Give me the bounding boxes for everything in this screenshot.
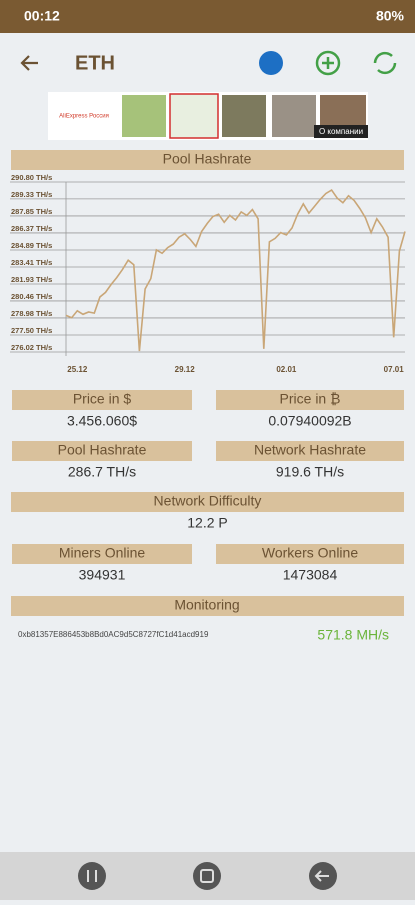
worker-hashrate: 571.8 MH/s	[317, 627, 389, 643]
x-tick-label: 25.12	[67, 365, 88, 374]
ad-image	[272, 95, 316, 137]
ad-image	[169, 93, 219, 139]
card-label: Network Difficulty	[154, 493, 262, 509]
stats: Price in $ 3.456.060$ Price in ₿ 0.07940092…	[11, 390, 404, 583]
card-header	[12, 544, 192, 564]
y-tick-label: 278.98 TH/s	[11, 309, 52, 318]
ad-link[interactable]: О компании	[319, 127, 363, 136]
card-label: Workers Online	[262, 545, 358, 561]
y-tick-label: 281.93 TH/s	[11, 275, 52, 284]
y-tick-label: 276.02 TH/s	[11, 343, 52, 352]
card-header	[11, 492, 404, 512]
add-icon-plus	[322, 57, 334, 69]
add-icon[interactable]	[315, 50, 341, 76]
card-label: Price in ₿	[280, 391, 341, 407]
card-value: 3.456.060$	[67, 413, 137, 429]
card-value: 12.2 P	[187, 515, 227, 531]
card-label: Price in $	[73, 391, 132, 407]
section-header	[11, 150, 404, 170]
nav-home-icon	[200, 869, 214, 883]
status-time: 00:12	[24, 8, 60, 24]
card-value: 394931	[79, 567, 126, 583]
nav-back-icon	[314, 870, 329, 882]
back-arrow[interactable]	[20, 55, 38, 71]
refresh-icon[interactable]	[373, 51, 397, 75]
card-header	[216, 390, 404, 410]
chart: 290.80 TH/s 289.33 TH/s 287.85 TH/s 286.37 …	[10, 173, 406, 374]
card-header	[216, 544, 404, 564]
y-tick-label: 287.85 TH/s	[11, 207, 52, 216]
globe-icon[interactable]	[259, 51, 283, 75]
ad-image	[122, 95, 166, 137]
ad-image	[222, 95, 266, 137]
y-tick-label: 289.33 TH/s	[11, 190, 52, 199]
chart-title: Pool Hashrate	[163, 151, 252, 167]
card-label: Network Hashrate	[254, 442, 366, 458]
card-header	[216, 441, 404, 461]
y-tick-label: 284.89 TH/s	[11, 241, 52, 250]
x-tick-label: 02.01	[276, 365, 297, 374]
card-value: 286.7 TH/s	[68, 464, 136, 480]
wallet-address: 0xb81357E886453b8Bd0AC9d5C8727fC1d41acd9…	[18, 630, 209, 639]
x-tick-label: 29.12	[175, 365, 196, 374]
card-value: 1473084	[283, 567, 338, 583]
card-header	[12, 390, 192, 410]
card-label: Miners Online	[59, 545, 146, 561]
y-tick-label: 290.80 TH/s	[11, 173, 52, 182]
section-header	[11, 596, 404, 616]
card-header	[12, 441, 192, 461]
y-tick-label: 277.50 TH/s	[11, 326, 52, 335]
nav-home[interactable]	[193, 862, 221, 890]
y-tick-label: 286.37 TH/s	[11, 224, 52, 233]
card-label: Pool Hashrate	[58, 442, 147, 458]
x-tick-label: 07.01	[384, 365, 405, 374]
y-tick-label: 280.46 TH/s	[11, 292, 52, 301]
ad-link-bg	[314, 125, 368, 138]
app-title: ETH	[75, 52, 115, 74]
ad-brand: AliExpress Россия	[59, 114, 109, 120]
hashrate-line	[65, 189, 406, 352]
card-value: 919.6 TH/s	[276, 464, 344, 480]
nav-recent[interactable]	[78, 862, 106, 890]
status-battery: 80%	[376, 8, 405, 24]
y-tick-label: 283.41 TH/s	[11, 258, 52, 267]
nav-recent-icon	[87, 870, 97, 882]
status-bar	[0, 0, 415, 33]
monitoring-title: Monitoring	[174, 597, 239, 613]
card-value: 0.07940092B	[268, 413, 351, 429]
